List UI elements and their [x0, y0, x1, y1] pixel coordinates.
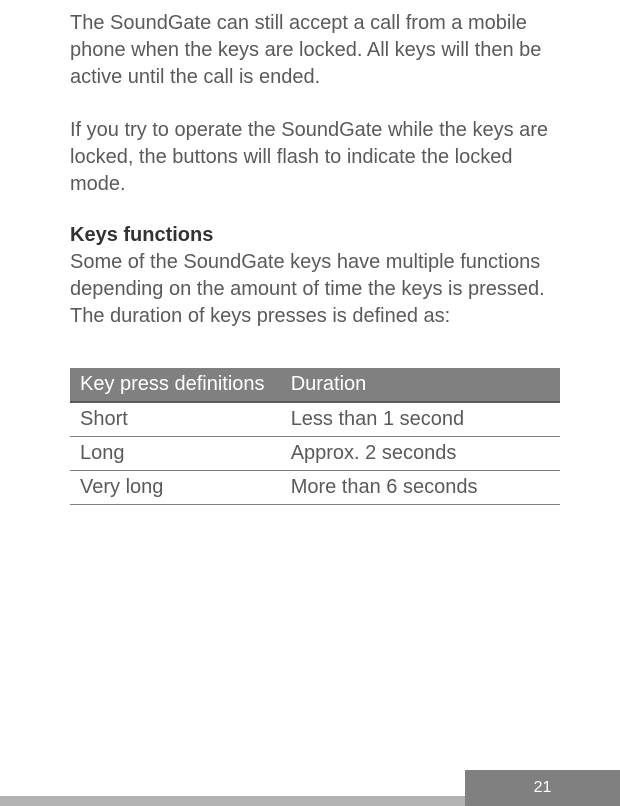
table-header-col1: Key press definitions — [70, 368, 281, 402]
table-cell: Very long — [70, 471, 281, 505]
section-heading: Keys functions — [70, 224, 560, 247]
table-cell: Short — [70, 402, 281, 437]
page-content: The SoundGate can still accept a call fr… — [0, 0, 620, 505]
paragraph-2: If you try to operate the SoundGate whil… — [70, 117, 560, 198]
table-cell: Approx. 2 seconds — [281, 437, 560, 471]
section-body: Some of the SoundGate keys have multiple… — [70, 249, 560, 330]
table-cell: Less than 1 second — [281, 402, 560, 437]
footer-bar-left — [0, 796, 465, 806]
table-cell: Long — [70, 437, 281, 471]
table-header-col2: Duration — [281, 368, 560, 402]
key-press-table: Key press definitions Duration Short Les… — [70, 368, 560, 505]
table-row: Short Less than 1 second — [70, 402, 560, 437]
page-number-box: 21 — [465, 770, 620, 806]
table-cell: More than 6 seconds — [281, 471, 560, 505]
page-footer: 21 — [0, 770, 620, 806]
paragraph-1: The SoundGate can still accept a call fr… — [70, 10, 560, 91]
table-row: Very long More than 6 seconds — [70, 471, 560, 505]
table-row: Long Approx. 2 seconds — [70, 437, 560, 471]
table-header-row: Key press definitions Duration — [70, 368, 560, 402]
page-number: 21 — [534, 779, 552, 797]
